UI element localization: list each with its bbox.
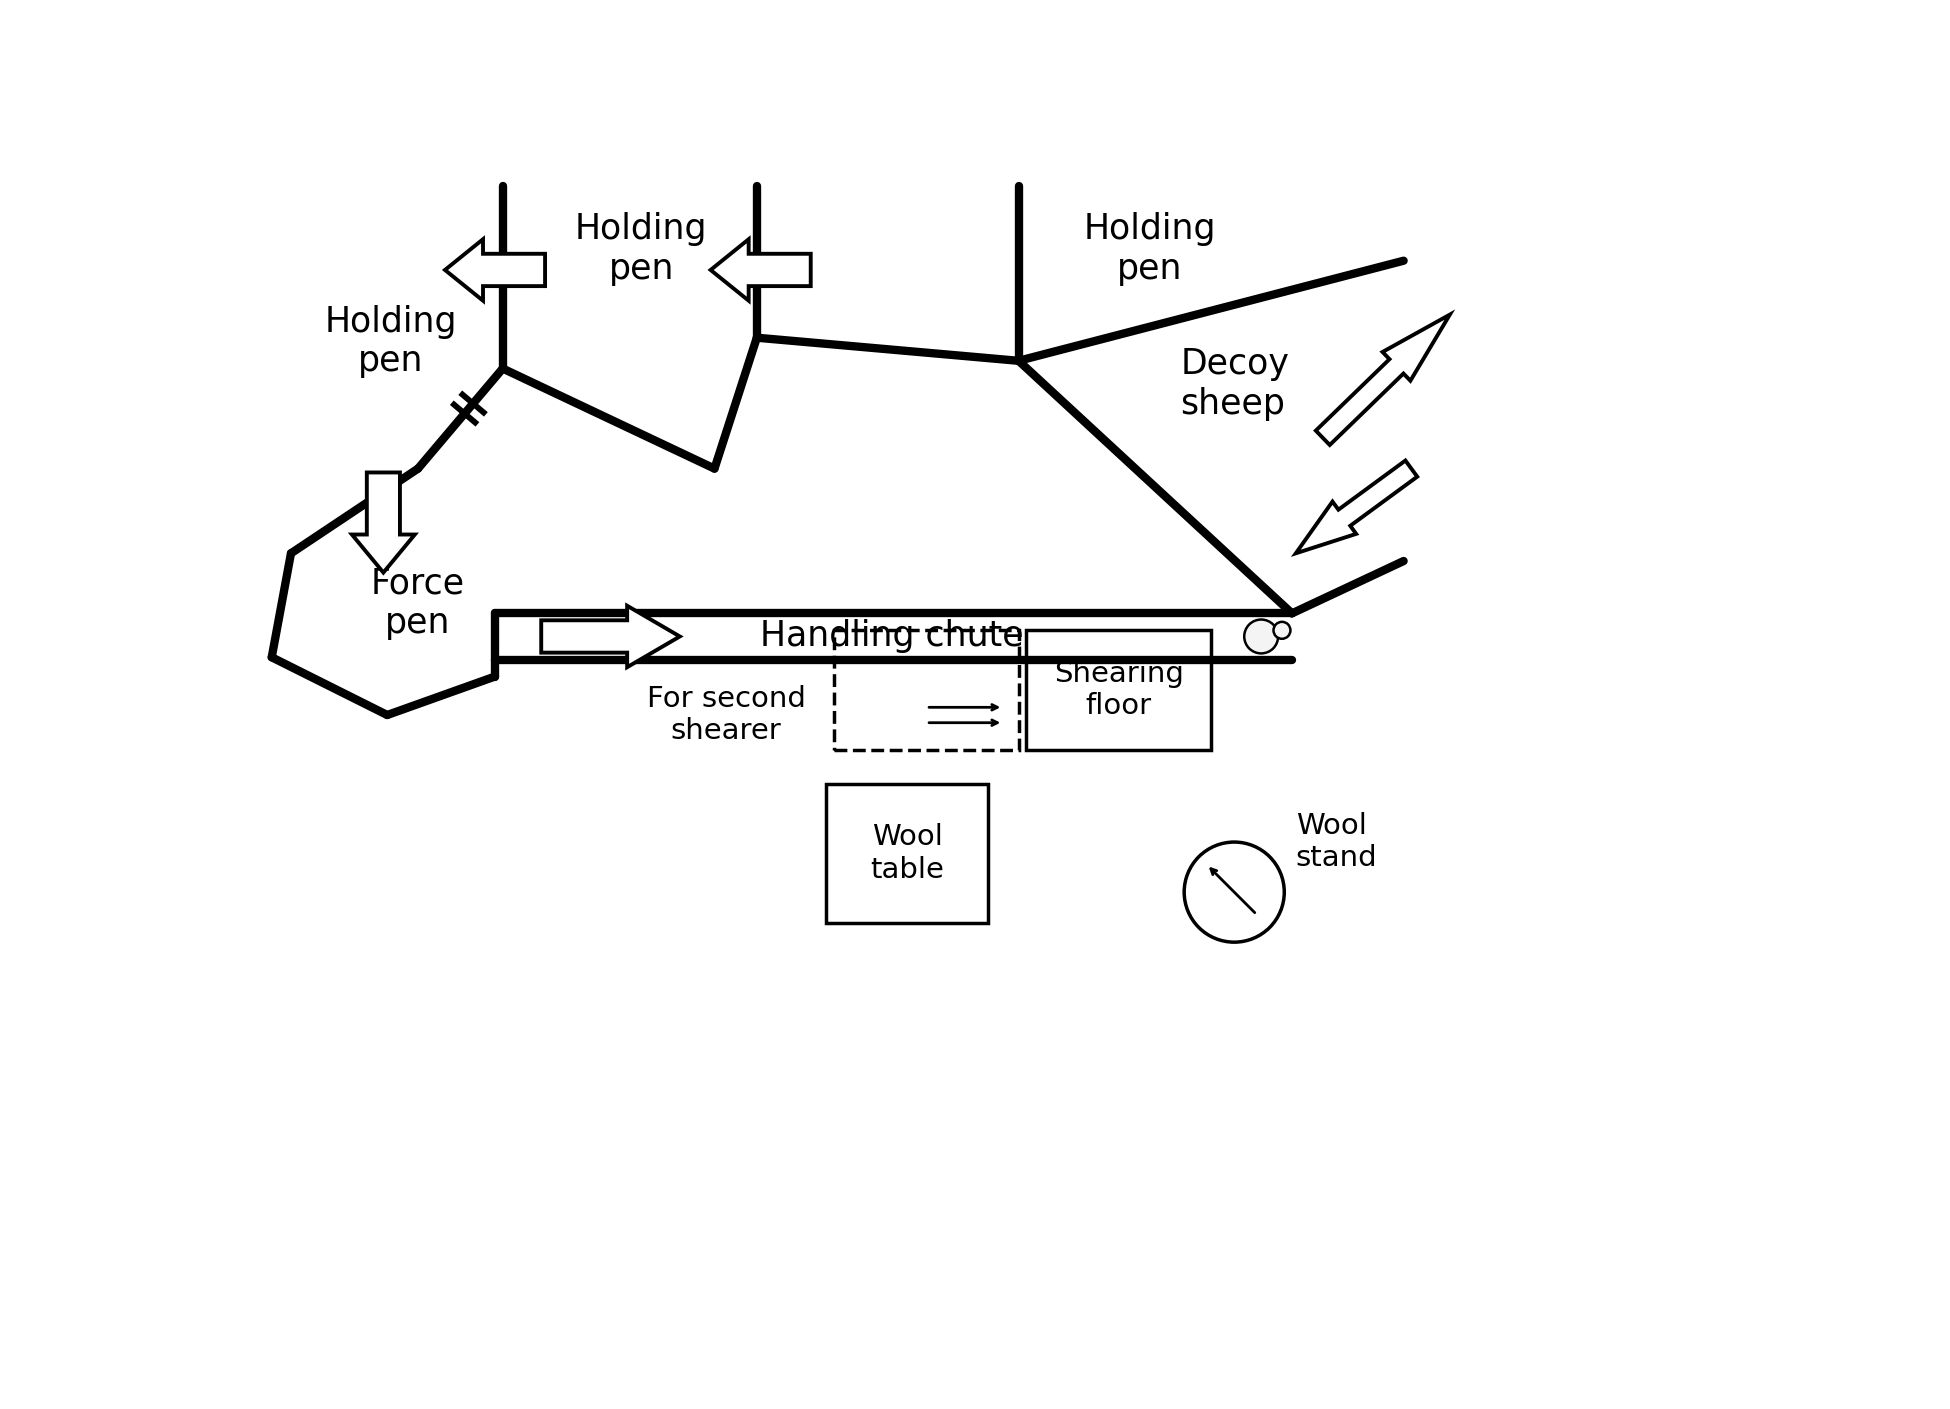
Text: Force
pen: Force pen	[370, 566, 466, 640]
Text: Handling chute: Handling chute	[760, 620, 1024, 654]
Text: Wool
stand: Wool stand	[1297, 812, 1377, 872]
Bar	[827, 785, 989, 923]
Polygon shape	[710, 240, 811, 300]
Text: Holding
pen: Holding pen	[575, 213, 708, 286]
Circle shape	[1244, 620, 1277, 654]
Text: Holding
pen: Holding pen	[326, 304, 458, 378]
Text: Wool
table: Wool table	[870, 823, 944, 883]
Circle shape	[1273, 621, 1291, 638]
Bar	[1026, 630, 1211, 750]
Polygon shape	[1316, 314, 1451, 445]
Text: Holding
pen: Holding pen	[1084, 213, 1215, 286]
Polygon shape	[351, 472, 415, 572]
Polygon shape	[1297, 461, 1418, 554]
Bar	[835, 630, 1018, 750]
Polygon shape	[445, 240, 546, 300]
Text: For second
shearer: For second shearer	[647, 685, 805, 745]
Text: Shearing
floor: Shearing floor	[1053, 659, 1184, 720]
Polygon shape	[542, 606, 681, 668]
Text: Decoy
sheep: Decoy sheep	[1180, 347, 1289, 421]
